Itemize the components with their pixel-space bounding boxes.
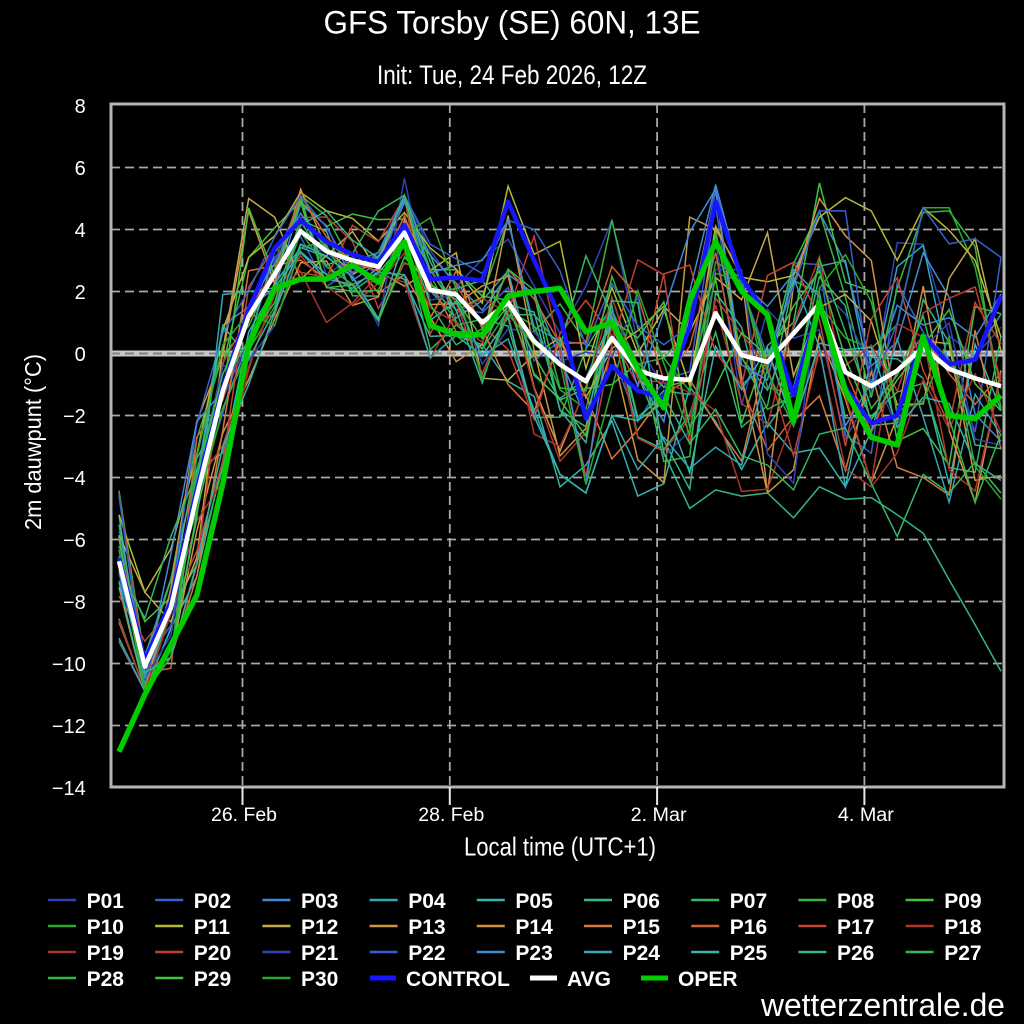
svg-text:8: 8 (75, 96, 86, 118)
svg-text:AVG: AVG (567, 968, 611, 991)
svg-text:P03: P03 (301, 890, 338, 913)
svg-text:−12: −12 (52, 716, 86, 738)
svg-text:P20: P20 (194, 942, 231, 965)
svg-text:2m dauwpunt (°C): 2m dauwpunt (°C) (20, 354, 46, 530)
svg-text:GFS Torsby (SE) 60N, 13E: GFS Torsby (SE) 60N, 13E (324, 5, 701, 41)
svg-text:28. Feb: 28. Feb (418, 805, 484, 826)
svg-text:−6: −6 (63, 530, 86, 552)
svg-text:P08: P08 (837, 890, 875, 913)
svg-text:P11: P11 (194, 916, 231, 939)
svg-text:P21: P21 (301, 942, 339, 965)
svg-text:−4: −4 (63, 468, 86, 490)
svg-text:P18: P18 (944, 916, 982, 939)
svg-text:P23: P23 (515, 942, 552, 965)
svg-text:wetterzentrale.de: wetterzentrale.de (760, 987, 1005, 1023)
svg-text:4: 4 (75, 220, 86, 242)
svg-text:P04: P04 (408, 890, 446, 913)
svg-text:P24: P24 (623, 942, 661, 965)
svg-text:P10: P10 (87, 916, 124, 939)
svg-text:−14: −14 (52, 778, 86, 800)
svg-text:P01: P01 (87, 890, 125, 913)
svg-text:−10: −10 (52, 654, 86, 676)
svg-text:OPER: OPER (678, 968, 738, 991)
svg-text:P06: P06 (623, 890, 660, 913)
svg-text:P13: P13 (408, 916, 445, 939)
svg-text:6: 6 (75, 158, 86, 180)
svg-text:0: 0 (75, 344, 86, 366)
svg-text:26. Feb: 26. Feb (211, 805, 277, 826)
svg-text:P12: P12 (301, 916, 338, 939)
svg-text:2. Mar: 2. Mar (631, 805, 688, 826)
svg-text:P22: P22 (408, 942, 445, 965)
svg-text:P30: P30 (301, 968, 338, 991)
svg-text:P29: P29 (194, 968, 231, 991)
svg-text:−2: −2 (63, 406, 86, 428)
svg-text:CONTROL: CONTROL (406, 968, 510, 991)
svg-text:−8: −8 (63, 592, 86, 614)
svg-text:P02: P02 (194, 890, 231, 913)
svg-text:P19: P19 (87, 942, 124, 965)
svg-text:Init: Tue, 24 Feb 2026, 12Z: Init: Tue, 24 Feb 2026, 12Z (377, 60, 647, 90)
svg-text:P14: P14 (515, 916, 553, 939)
svg-text:Local time (UTC+1): Local time (UTC+1) (464, 832, 656, 862)
svg-text:P15: P15 (623, 916, 661, 939)
svg-text:P16: P16 (730, 916, 767, 939)
svg-text:P07: P07 (730, 890, 767, 913)
svg-text:P05: P05 (515, 890, 553, 913)
svg-text:P28: P28 (87, 968, 125, 991)
svg-text:P26: P26 (837, 942, 874, 965)
svg-text:P09: P09 (944, 890, 981, 913)
svg-text:2: 2 (75, 282, 86, 304)
svg-text:P27: P27 (944, 942, 981, 965)
svg-text:P17: P17 (837, 916, 874, 939)
svg-text:P25: P25 (730, 942, 768, 965)
svg-text:4. Mar: 4. Mar (838, 805, 895, 826)
